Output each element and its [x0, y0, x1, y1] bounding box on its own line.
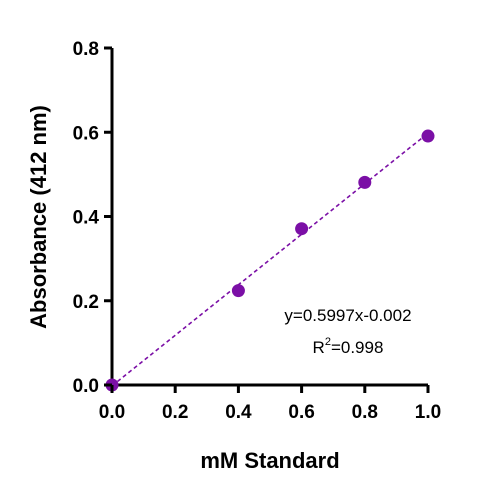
equation-label: y=0.5997x-0.002: [284, 306, 411, 325]
data-point: [421, 129, 435, 143]
y-tick-label: 0.2: [73, 292, 99, 313]
data-point: [231, 284, 245, 298]
data-point: [295, 222, 309, 236]
ticks-layer: 0.0 0.2 0.4 0.6 0.8 1.0 0.0 0.2 0.4 0.6 0.8: [73, 39, 442, 423]
y-tick-label: 0.6: [73, 123, 99, 144]
y-axis-title: Absorbance (412 nm): [26, 105, 51, 329]
x-tick-label: 0.6: [288, 402, 314, 423]
x-tick-label: 0.2: [162, 402, 188, 423]
x-axis-title: mM Standard: [200, 448, 339, 473]
axes: [110, 48, 428, 387]
fit-line: [111, 132, 429, 387]
points-layer: [105, 129, 435, 392]
r2-superscript: 2: [325, 336, 331, 348]
y-tick-label: 0.0: [73, 376, 99, 397]
data-point: [358, 175, 372, 189]
r2-value: =0.998: [331, 338, 383, 357]
r2-label: R2=0.998: [313, 336, 384, 357]
x-tick-label: 1.0: [415, 402, 441, 423]
x-tick-label: 0.8: [352, 402, 378, 423]
x-tick-label: 0.0: [99, 402, 125, 423]
y-tick-label: 0.4: [73, 208, 100, 229]
x-tick-label: 0.4: [225, 402, 252, 423]
fit-layer: [111, 132, 429, 387]
y-tick-label: 0.8: [73, 39, 99, 60]
r2-prefix: R: [313, 338, 325, 357]
